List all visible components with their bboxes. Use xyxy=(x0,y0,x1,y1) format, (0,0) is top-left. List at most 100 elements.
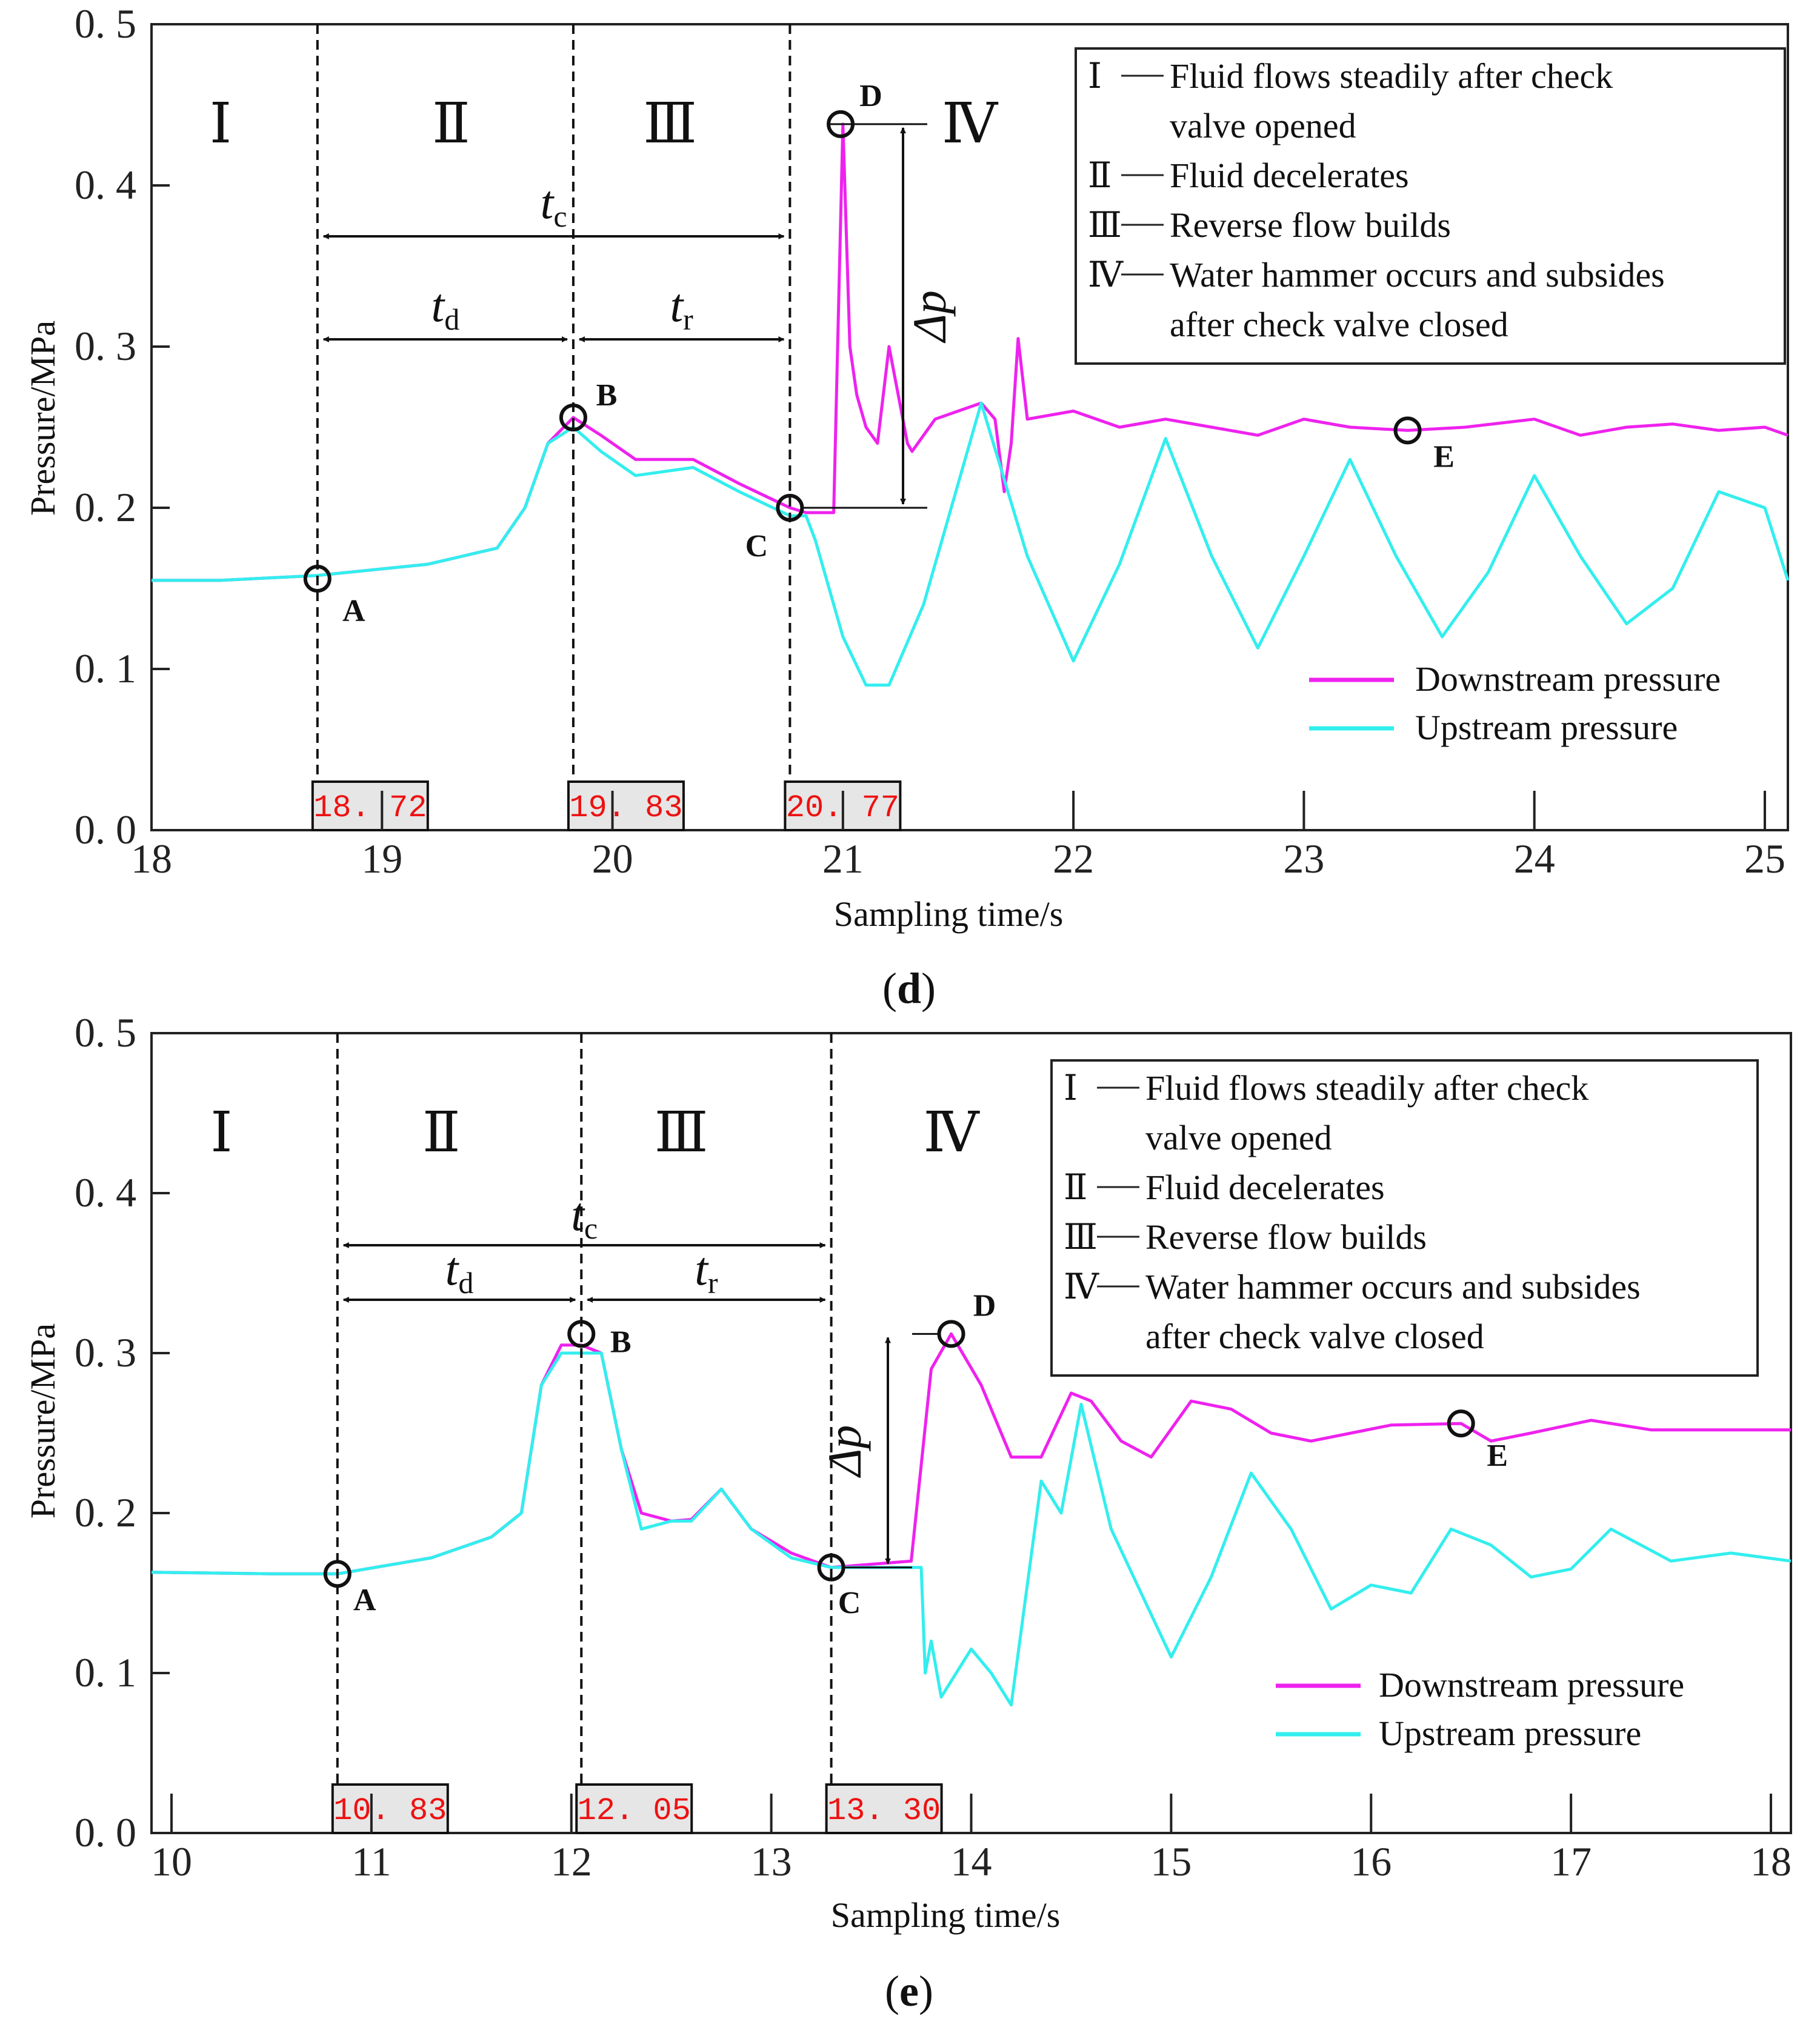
region-legend-box xyxy=(1050,1059,1759,1377)
series-line-downstream-pressure xyxy=(151,1332,1791,1575)
y-tick-label: 0. 1 xyxy=(75,1649,136,1695)
key-point-e xyxy=(1393,416,1422,445)
region-legend-text: Fluid flows steadily after check xyxy=(1145,1068,1588,1108)
x-tick-label: 11 xyxy=(352,1838,391,1885)
x-tick-label: 21 xyxy=(822,836,864,882)
transition-time-box: 19. 83 xyxy=(567,780,685,831)
key-point-label: C xyxy=(838,1586,861,1620)
series-line-upstream-pressure xyxy=(151,1351,1792,1707)
series-legend-label: Downstream pressure xyxy=(1415,659,1721,699)
dp-label: Δp xyxy=(818,1425,871,1479)
marker-layer: 18. 72 19. 83 20. 77 xyxy=(311,24,902,831)
key-point-label: E xyxy=(1487,1439,1508,1473)
x-tick-label: 22 xyxy=(1053,836,1094,882)
tr-label: tr xyxy=(670,279,693,336)
key-point-d xyxy=(937,1320,965,1348)
region-label: Ⅲ xyxy=(655,1102,708,1163)
time-box-frame xyxy=(575,1783,693,1834)
x-axis-title: Sampling time/s xyxy=(831,1895,1061,1935)
key-point-label: A xyxy=(342,594,365,628)
x-tick-label: 18 xyxy=(131,836,172,882)
y-axis-title: Pressure/MPa xyxy=(23,321,62,516)
region-legend-numeral: Ⅱ xyxy=(1064,1168,1087,1207)
region-label: Ⅰ xyxy=(210,1102,232,1163)
key-point-d xyxy=(827,110,855,138)
region-label: Ⅳ xyxy=(942,93,999,155)
region-legend-text: Reverse flow builds xyxy=(1170,205,1451,245)
region-legend-text: Water hammer occurs and subsides xyxy=(1145,1267,1641,1306)
region-legend-text: after check valve closed xyxy=(1145,1317,1484,1356)
dp-label: Δp xyxy=(903,290,956,344)
x-tick-label: 10 xyxy=(151,1838,192,1885)
x-tick-label: 14 xyxy=(951,1838,992,1885)
region-legend-numeral: Ⅲ xyxy=(1064,1217,1098,1257)
transition-time-box: 18. 72 xyxy=(311,780,429,831)
x-tick-label: 23 xyxy=(1283,836,1324,882)
region-legend-text: Fluid decelerates xyxy=(1170,156,1409,195)
x-tick-label: 24 xyxy=(1514,836,1555,882)
region-legend-text: valve opened xyxy=(1145,1118,1332,1157)
y-tick-label: 0. 0 xyxy=(75,1809,136,1855)
axis-layer: 0. 0 0. 1 0. 2 0. 3 0. 4 0. 5 10 11 12 13 14 15 16 17… xyxy=(75,1010,1792,1885)
panel-e: 10. 83 12. 05 13. 30 0. 00. 10. 20. 30. 40… xyxy=(23,1010,1792,2015)
region-label: Ⅱ xyxy=(432,93,470,155)
marker-layer: 10. 83 12. 05 13. 30 xyxy=(331,1033,943,1834)
key-point-label: B xyxy=(610,1325,632,1359)
time-box-label: 19. 83 xyxy=(569,790,682,826)
series-layer xyxy=(152,122,1790,687)
time-box-frame xyxy=(567,780,685,831)
time-box-label: 18. 72 xyxy=(313,790,427,826)
tc-label: tc xyxy=(541,176,567,233)
panel-caption-letter: d xyxy=(897,964,921,1013)
y-tick-label: 0. 1 xyxy=(75,645,136,691)
series-line-upstream-pressure xyxy=(152,401,1790,687)
time-box-label: 13. 30 xyxy=(827,1793,941,1829)
axis-layer: 0. 0 0. 1 0. 2 0. 3 0. 4 0. 5 18 19 20 21 22 23 24 25 xyxy=(75,1,1785,882)
region-legend-text: Reverse flow builds xyxy=(1145,1217,1427,1257)
key-point-b xyxy=(559,404,587,432)
key-point-b xyxy=(567,1320,596,1348)
td-label: td xyxy=(432,279,460,336)
key-point-e xyxy=(1447,1409,1475,1438)
panel-caption-letter: e xyxy=(899,1967,919,2015)
tr-label: tr xyxy=(695,1242,718,1300)
time-box-label: 12. 05 xyxy=(578,1793,691,1829)
x-tick-label: 17 xyxy=(1550,1838,1592,1885)
key-point-label: C xyxy=(745,529,768,564)
y-tick-label: 0. 4 xyxy=(75,162,136,208)
region-label: Ⅱ xyxy=(422,1102,461,1163)
y-tick-label: 0. 0 xyxy=(75,807,136,853)
key-point-c xyxy=(817,1553,845,1582)
x-axis-title: Sampling time/s xyxy=(834,894,1064,934)
y-tick-label: 0. 2 xyxy=(75,1489,136,1535)
panel-caption: (d) xyxy=(882,964,936,1013)
key-point-label: B xyxy=(596,378,618,413)
x-tick-label: 15 xyxy=(1150,1838,1192,1885)
plot-frame xyxy=(150,23,1789,831)
region-label: Ⅲ xyxy=(643,93,697,155)
region-legend-numeral: Ⅱ xyxy=(1088,156,1112,195)
region-legend-text: Fluid decelerates xyxy=(1145,1168,1385,1207)
key-point-c xyxy=(776,494,804,522)
region-legend-numeral: Ⅰ xyxy=(1088,56,1102,96)
y-axis-title: Pressure/MPa xyxy=(23,1323,62,1519)
series-line-downstream-pressure xyxy=(152,122,1788,582)
key-point-a xyxy=(303,565,332,593)
time-box-frame xyxy=(331,1783,449,1834)
y-tick-label: 0. 2 xyxy=(75,484,136,530)
transition-time-box: 12. 05 xyxy=(575,1783,693,1834)
transition-time-box: 10. 83 xyxy=(331,1783,449,1834)
region-legend-box xyxy=(1075,47,1786,365)
x-tick-label: 13 xyxy=(751,1838,792,1885)
time-box-label: 10. 83 xyxy=(333,1793,447,1829)
x-tick-label: 12 xyxy=(551,1838,592,1885)
key-point-label: E xyxy=(1433,439,1455,474)
key-point-label: D xyxy=(973,1288,996,1323)
transition-time-box: 13. 30 xyxy=(825,1783,943,1834)
region-legend-numeral: Ⅰ xyxy=(1064,1068,1078,1108)
y-tick-label: 0. 3 xyxy=(75,323,136,369)
y-tick-label: 0. 3 xyxy=(75,1329,136,1376)
region-label: Ⅳ xyxy=(924,1102,981,1163)
